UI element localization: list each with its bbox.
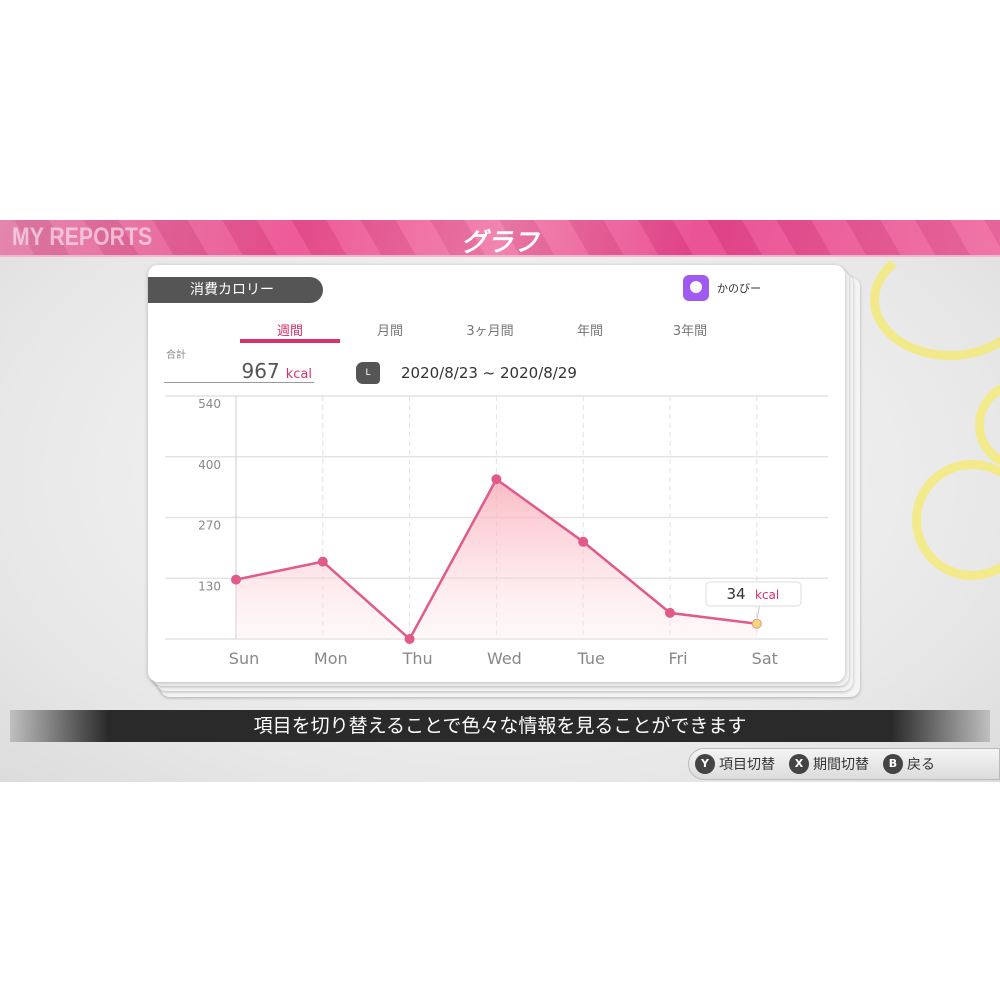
hint-switch-item[interactable]: Y 項目切替 — [695, 754, 775, 774]
l-button-icon[interactable]: L — [356, 362, 380, 384]
header-bar: MY REPORTS グラフ — [0, 220, 1000, 258]
active-tab-indicator — [240, 339, 340, 343]
tab-weekly[interactable]: 週間 — [276, 324, 303, 339]
hint-label: 項目切替 — [719, 757, 775, 773]
hint-switch-period[interactable]: X 期間切替 — [789, 754, 869, 774]
tab-3years[interactable]: 3年間 — [672, 324, 708, 339]
user-name: かのびー — [717, 282, 761, 295]
total-unit: kcal — [285, 367, 312, 382]
tab-3months[interactable]: 3ヶ月間 — [466, 324, 514, 339]
brand-label: MY REPORTS — [12, 223, 153, 251]
hint-label: 期間切替 — [813, 757, 869, 773]
decor-ring — [975, 380, 1000, 470]
y-button-icon: Y — [695, 754, 715, 774]
x-button-icon: X — [789, 754, 809, 774]
page-title: グラフ — [460, 228, 539, 258]
button-hints: Y 項目切替 X 期間切替 B 戻る — [688, 748, 1000, 780]
report-card: 消費カロリー かのびー 週間 月間 3ヶ月間 年間 3年間 合計 967 kcal… — [148, 265, 845, 682]
tab-monthly[interactable]: 月間 — [376, 324, 403, 339]
hint-back[interactable]: B 戻る — [883, 754, 935, 774]
hint-label: 戻る — [907, 757, 935, 773]
caption-bar: 項目を切り替えることで色々な情報を見ることができます — [10, 710, 990, 742]
tab-yearly[interactable]: 年間 — [576, 324, 603, 339]
date-range: 2020/8/23 ~ 2020/8/29 — [401, 364, 577, 382]
game-screen: MY REPORTS グラフ 消費カロリー かのびー 週間 月間 3ヶ月間 年間… — [0, 220, 1000, 782]
total-number: 967 — [241, 359, 280, 383]
user-badge: かのびー — [683, 275, 761, 301]
decor-ring — [912, 460, 1000, 580]
b-button-icon: B — [883, 754, 903, 774]
category-label[interactable]: 消費カロリー — [148, 277, 323, 303]
decor-ring — [870, 240, 1000, 360]
total-label: 合計 — [166, 350, 186, 361]
avatar-icon — [683, 275, 709, 301]
total-value: 967 kcal — [164, 359, 314, 383]
